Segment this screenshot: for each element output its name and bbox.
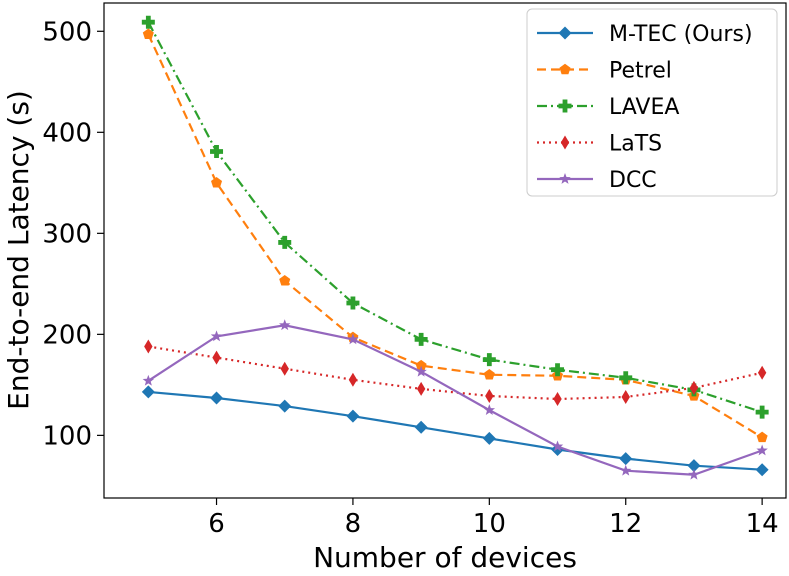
legend: M-TEC (Ours) Petrel LAVEA LaTS DCC <box>526 8 778 197</box>
series-line-m-tec-ours <box>148 390 763 471</box>
data-point-lats <box>757 365 767 380</box>
plot-area <box>141 15 769 480</box>
data-point-petrel <box>142 28 154 40</box>
legend-swatch-marker <box>559 63 571 75</box>
data-point-dcc <box>415 365 427 377</box>
x-tick-label: 12 <box>609 509 642 539</box>
data-point-m-tec-ours <box>755 463 769 477</box>
legend-item-lats: LaTS <box>537 132 662 157</box>
data-point-lats <box>348 372 358 387</box>
data-point-m-tec-ours <box>278 399 292 413</box>
y-tick-label: 300 <box>42 219 92 249</box>
data-point-lavea <box>278 235 292 249</box>
data-point-dcc <box>142 374 155 386</box>
series-line-dcc <box>147 324 763 476</box>
legend-item-lavea: LAVEA <box>537 95 679 120</box>
data-point-petrel <box>415 359 427 371</box>
data-point-m-tec-ours <box>619 452 633 466</box>
data-point-dcc <box>551 440 564 452</box>
x-tick-label: 10 <box>473 509 506 539</box>
data-point-lats <box>553 392 562 406</box>
x-tick-label: 8 <box>345 509 362 539</box>
data-point-lats <box>416 381 426 396</box>
y-tick-label: 500 <box>42 17 92 47</box>
legend-item-m-tec-ours: M-TEC (Ours) <box>537 22 753 47</box>
plot-frame <box>103 2 787 499</box>
data-point-m-tec-ours <box>414 420 428 434</box>
y-tick-label: 400 <box>42 118 92 148</box>
data-point-lavea <box>210 145 224 158</box>
data-point-lavea <box>414 332 428 346</box>
data-point-lats <box>689 380 699 395</box>
data-point-m-tec-ours <box>482 431 496 445</box>
data-point-lats <box>280 361 289 376</box>
series-line-lavea <box>147 21 763 414</box>
data-point-dcc <box>688 468 700 480</box>
legend-label: M-TEC (Ours) <box>609 22 753 47</box>
data-point-dcc <box>620 464 632 476</box>
data-point-dcc <box>483 404 496 415</box>
series-line-petrel <box>147 33 763 439</box>
legend-swatch-marker <box>558 26 572 40</box>
x-tick-label: 14 <box>746 509 779 539</box>
data-point-lats <box>485 388 494 403</box>
data-point-lats <box>621 389 630 404</box>
data-point-lavea <box>141 15 155 29</box>
series-dcc <box>142 319 768 480</box>
data-point-lats <box>144 339 153 354</box>
data-point-dcc <box>347 333 359 345</box>
data-point-m-tec-ours <box>210 391 224 405</box>
y-tick-label: 100 <box>42 421 92 451</box>
data-point-petrel <box>483 368 495 380</box>
series-lats <box>144 339 767 406</box>
x-tick-label: 6 <box>208 509 225 539</box>
legend-frame <box>526 8 778 197</box>
data-point-petrel <box>279 275 291 286</box>
data-point-dcc <box>279 319 291 331</box>
legend-item-dcc: DCC <box>537 168 657 193</box>
data-point-m-tec-ours <box>687 459 701 473</box>
y-tick-label: 200 <box>42 320 92 350</box>
data-point-petrel <box>211 177 223 188</box>
data-point-m-tec-ours <box>141 385 155 399</box>
legend-label: DCC <box>609 168 657 193</box>
legend-label: Petrel <box>609 59 672 84</box>
series-m-tec-ours <box>141 385 769 477</box>
data-point-petrel <box>756 431 768 443</box>
data-point-dcc <box>210 330 223 342</box>
legend-label: LAVEA <box>609 95 679 120</box>
data-point-lavea <box>482 353 496 367</box>
data-point-lavea <box>346 296 360 310</box>
y-axis-label: End-to-end Latency (s) <box>2 90 35 410</box>
data-point-m-tec-ours <box>346 409 360 423</box>
x-axis-label: Number of devices <box>313 541 577 574</box>
series-line-lats <box>148 345 763 401</box>
data-point-lavea <box>551 363 565 377</box>
legend-label: LaTS <box>609 132 662 157</box>
y-axis: 100 200 300 400 500 <box>42 17 104 451</box>
data-point-lavea <box>755 405 769 419</box>
legend-swatch-marker <box>560 135 570 150</box>
legend-swatch-marker <box>558 99 572 113</box>
data-point-lats <box>212 350 221 365</box>
legend-item-petrel: Petrel <box>537 59 672 84</box>
data-point-lavea <box>619 371 633 385</box>
data-point-dcc <box>756 444 768 456</box>
x-axis: 6 8 10 12 14 <box>208 498 779 539</box>
legend-swatch-marker <box>559 173 571 184</box>
